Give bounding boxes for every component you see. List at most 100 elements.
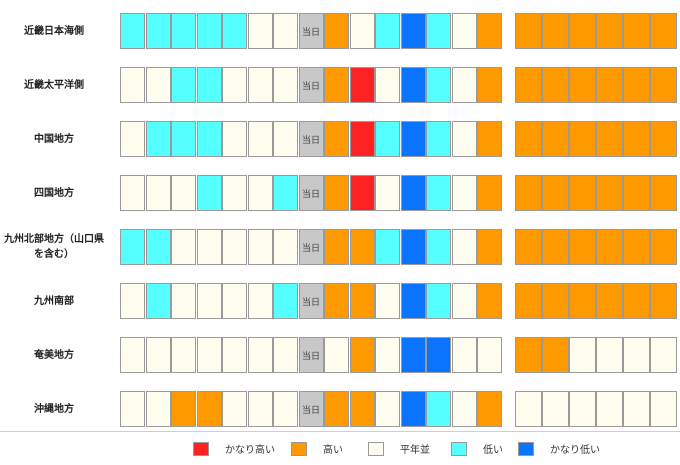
forecast-cell <box>145 121 171 157</box>
forecast-cell <box>400 283 426 319</box>
forecast-cell <box>171 337 196 373</box>
forecast-cell <box>196 229 222 265</box>
forecast-cell <box>349 337 375 373</box>
forecast-cell <box>273 121 298 157</box>
period-cells <box>515 67 677 103</box>
period-cells <box>515 337 677 373</box>
forecast-cell <box>324 121 349 157</box>
forecast-cell <box>247 391 273 427</box>
forecast-cell <box>650 13 677 49</box>
forecast-cell <box>247 175 273 211</box>
forecast-cell <box>426 121 451 157</box>
forecast-cell <box>196 337 222 373</box>
forecast-cell <box>650 337 677 373</box>
today-cell: 当日 <box>298 121 324 157</box>
forecast-cell <box>569 67 596 103</box>
forecast-cell <box>426 13 451 49</box>
daily-cells: 当日 <box>120 121 503 157</box>
forecast-cell <box>375 121 400 157</box>
forecast-cell <box>145 337 171 373</box>
forecast-cell <box>650 175 677 211</box>
forecast-cell <box>273 67 298 103</box>
forecast-cell <box>515 121 542 157</box>
forecast-cell <box>650 67 677 103</box>
legend-label: 平年並 <box>400 445 430 456</box>
forecast-cell <box>145 391 171 427</box>
forecast-cell <box>451 391 477 427</box>
region-label: 近畿日本海側 <box>24 25 84 37</box>
forecast-cell <box>596 283 623 319</box>
legend-swatch <box>291 441 307 456</box>
today-cell: 当日 <box>298 337 324 373</box>
legend-swatch <box>518 441 534 456</box>
forecast-cell <box>451 67 477 103</box>
daily-cells: 当日 <box>120 175 503 211</box>
forecast-cell <box>650 283 677 319</box>
forecast-cell <box>222 175 247 211</box>
forecast-cell <box>196 13 222 49</box>
forecast-cell <box>145 229 171 265</box>
forecast-cell <box>515 283 542 319</box>
forecast-cell <box>349 13 375 49</box>
region-label: 四国地方 <box>34 187 74 199</box>
forecast-cell <box>596 391 623 427</box>
forecast-cell <box>596 229 623 265</box>
forecast-cell <box>324 13 349 49</box>
forecast-cell <box>400 67 426 103</box>
forecast-cell <box>542 391 569 427</box>
forecast-cell <box>171 175 196 211</box>
forecast-cell <box>120 229 145 265</box>
forecast-cell <box>596 121 623 157</box>
period-cells <box>515 121 677 157</box>
today-cell: 当日 <box>298 283 324 319</box>
forecast-cell <box>451 229 477 265</box>
forecast-cell <box>145 67 171 103</box>
forecast-cell <box>569 391 596 427</box>
forecast-cell <box>569 229 596 265</box>
forecast-cell <box>477 121 502 157</box>
forecast-cell <box>569 337 596 373</box>
forecast-cell <box>477 283 502 319</box>
forecast-cell <box>375 283 400 319</box>
forecast-cell <box>477 67 502 103</box>
period-cells <box>515 391 677 427</box>
today-cell: 当日 <box>298 67 324 103</box>
forecast-cell <box>171 13 196 49</box>
forecast-cell <box>400 13 426 49</box>
forecast-cell <box>273 175 298 211</box>
forecast-cell <box>515 337 542 373</box>
forecast-cell <box>349 67 375 103</box>
legend-swatch <box>451 441 467 456</box>
forecast-cell <box>451 175 477 211</box>
legend-item-normal: 平年並 <box>368 441 430 456</box>
forecast-cell <box>477 13 502 49</box>
legend-item-much-lower: かなり低い <box>518 441 600 456</box>
forecast-cell <box>515 229 542 265</box>
forecast-cell <box>477 229 502 265</box>
legend-item-much-higher: かなり高い <box>193 441 275 456</box>
region-label: 沖縄地方 <box>34 403 74 415</box>
forecast-cell <box>120 391 145 427</box>
forecast-cell <box>196 121 222 157</box>
forecast-cell <box>247 67 273 103</box>
region-label: 奄美地方 <box>34 349 74 361</box>
forecast-cell <box>400 337 426 373</box>
daily-cells: 当日 <box>120 337 503 373</box>
forecast-cell <box>247 283 273 319</box>
forecast-cell <box>120 121 145 157</box>
forecast-cell <box>145 13 171 49</box>
today-cell: 当日 <box>298 13 324 49</box>
forecast-cell <box>324 391 349 427</box>
daily-cells: 当日 <box>120 13 503 49</box>
forecast-cell <box>542 229 569 265</box>
forecast-cell <box>145 283 171 319</box>
forecast-cell <box>650 229 677 265</box>
forecast-cell <box>349 283 375 319</box>
forecast-cell <box>222 13 247 49</box>
forecast-cell <box>569 175 596 211</box>
forecast-cell <box>222 391 247 427</box>
region-label: 九州南部 <box>34 295 74 307</box>
forecast-cell <box>426 67 451 103</box>
forecast-cell <box>120 13 145 49</box>
forecast-cell <box>515 391 542 427</box>
